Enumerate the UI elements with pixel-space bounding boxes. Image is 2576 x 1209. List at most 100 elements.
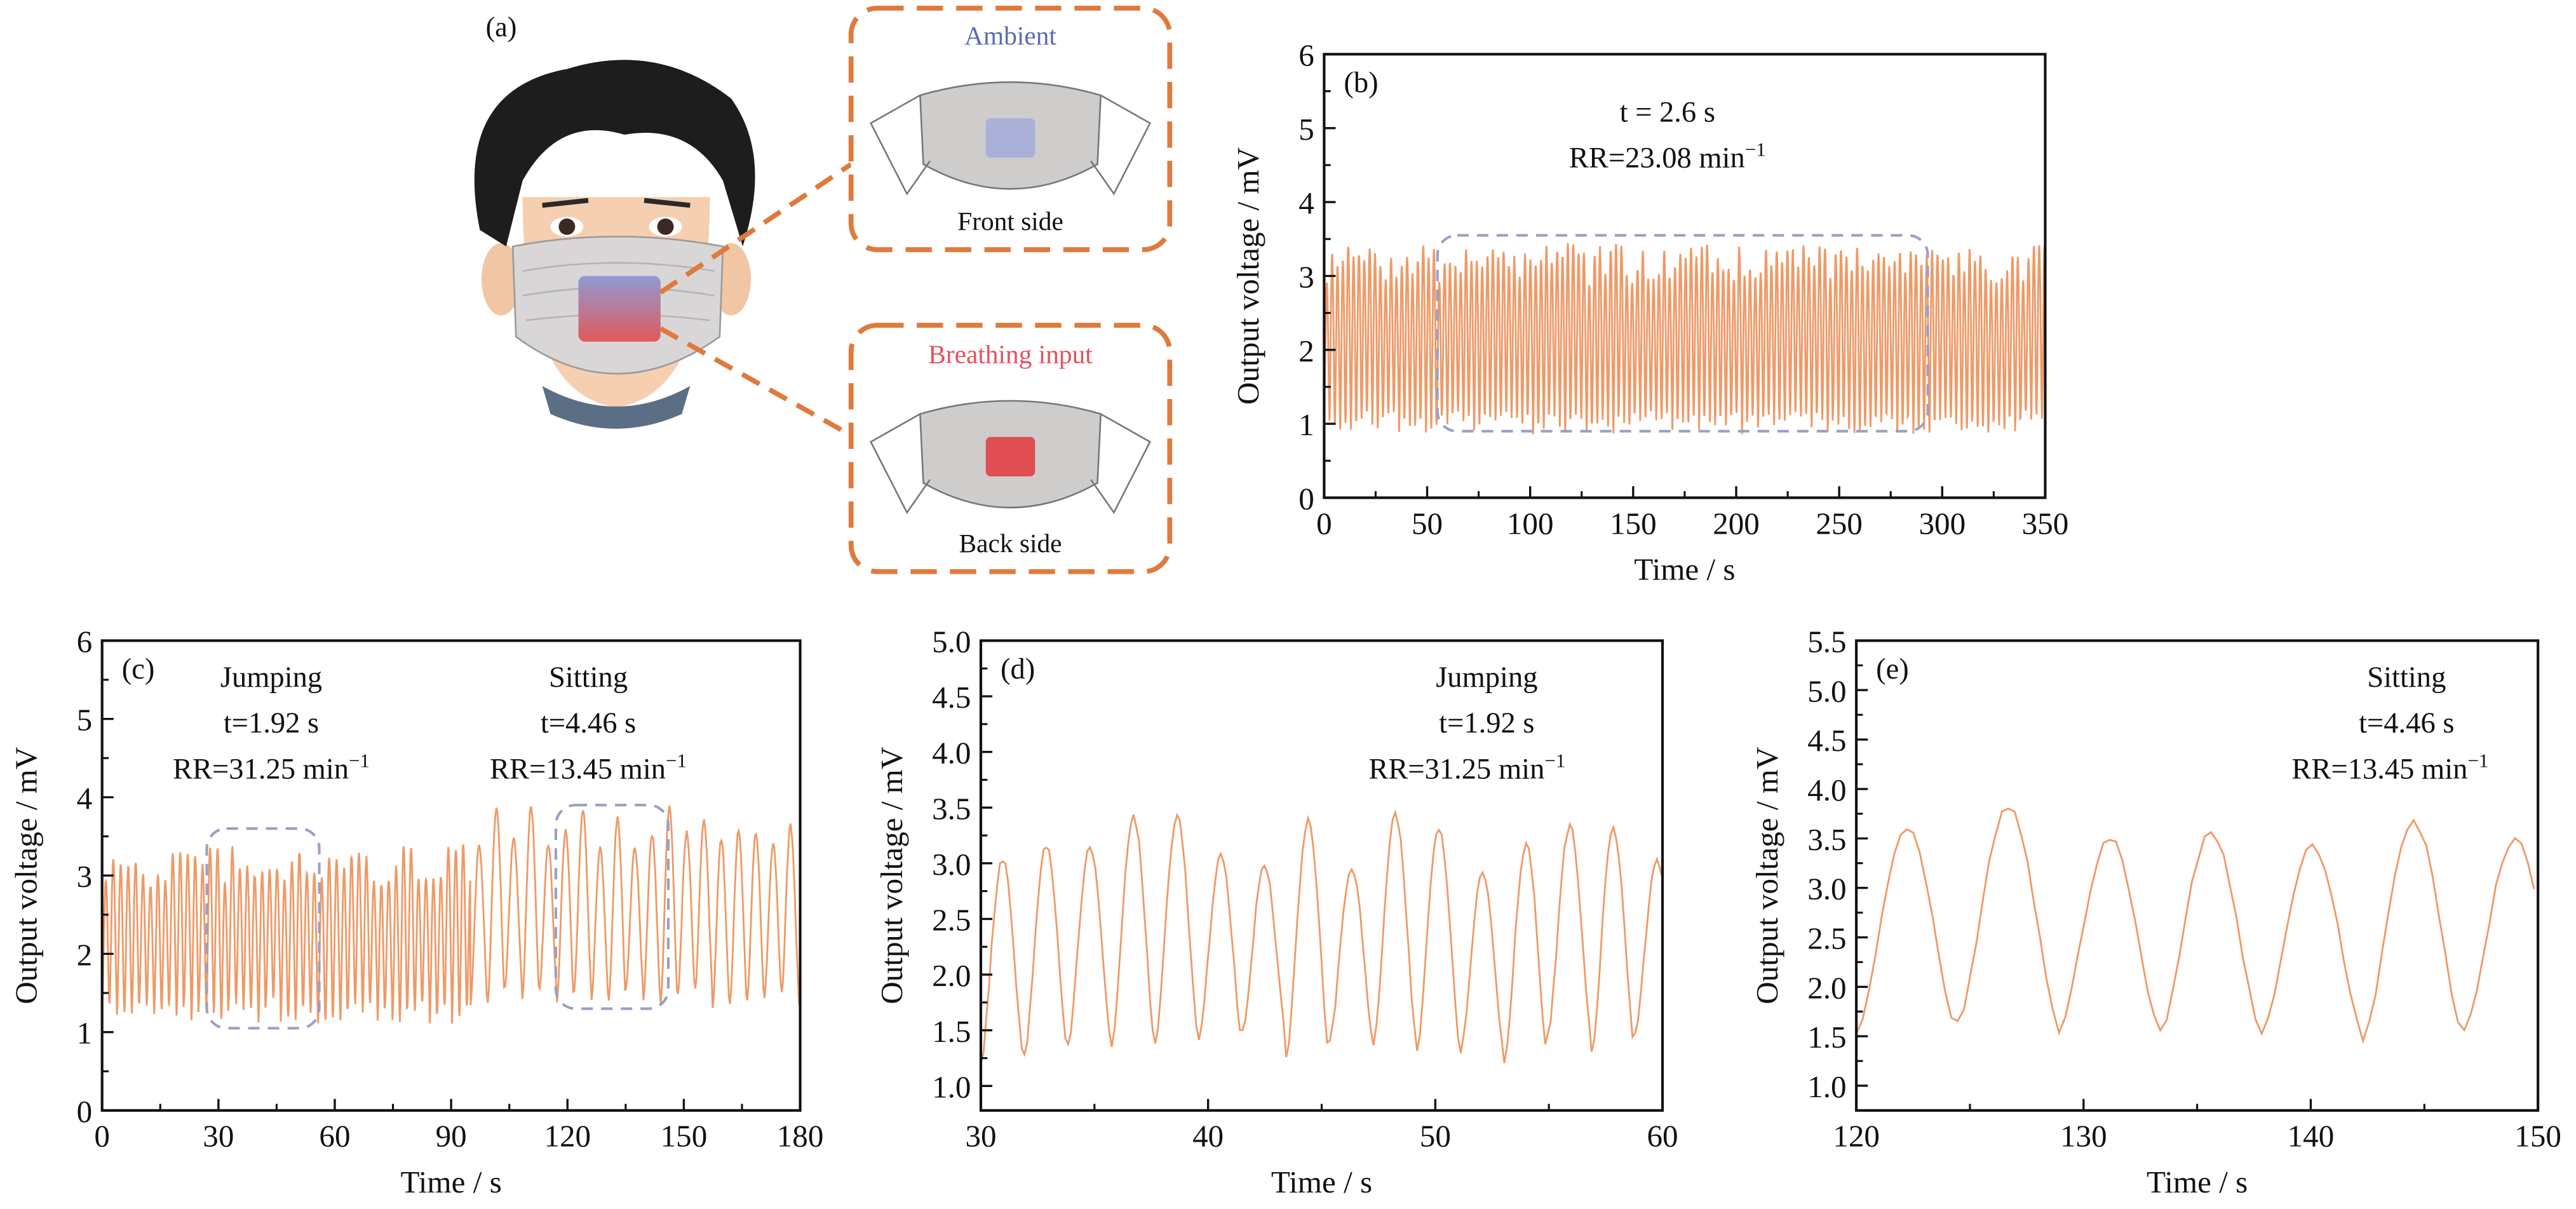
axes-frame-d <box>979 639 1664 1112</box>
rr-unit-exponent: −1 <box>2467 749 2488 771</box>
breathing-input-label: Breathing input <box>928 339 1093 368</box>
x-tick-label: 60 <box>1647 1119 1678 1154</box>
rr-unit-exponent: −1 <box>1544 749 1565 771</box>
y-tick-label: 4.5 <box>1807 723 1846 758</box>
rr-value: RR=31.25 min <box>173 753 349 786</box>
x-tick-label: 120 <box>544 1119 591 1154</box>
sensor-patch <box>578 276 661 342</box>
x-tick-label: 300 <box>1919 506 1966 541</box>
y-tick-label: 2 <box>77 937 93 972</box>
front-patch <box>985 118 1035 158</box>
highlight-box-b-0 <box>1436 234 1929 433</box>
period-annotation: t=1.92 s <box>224 707 319 740</box>
back-side-caption: Back side <box>959 529 1062 558</box>
y-tick-label: 5.0 <box>1807 673 1846 708</box>
panel-a-label: (a) <box>486 11 517 43</box>
x-tick-label: 60 <box>319 1119 350 1154</box>
panel-label: (c) <box>122 653 155 686</box>
y-tick-label: 1.5 <box>1807 1020 1846 1055</box>
y-tick-label: 4.0 <box>1807 773 1846 807</box>
chart-e: 120 130 140 150 1.0 1.5 2.0 2.5 3.0 3.5 4.0 4.5 5.0 5… <box>1750 624 2561 1199</box>
y-axis-label: Output voltage / mV <box>874 747 909 1004</box>
rr-value: RR=13.45 min <box>490 753 666 786</box>
panel-label: (b) <box>1344 67 1378 99</box>
rr-annotation: RR=13.45 min−1 <box>490 749 687 785</box>
x-tick-label: 140 <box>2288 1119 2335 1154</box>
y-tick-label: 5 <box>1298 112 1314 147</box>
series-line-b-0 <box>1324 243 2046 435</box>
y-tick-label: 4.0 <box>932 736 971 771</box>
x-tick-label: 0 <box>94 1119 110 1154</box>
y-tick-label: 3 <box>77 859 93 894</box>
chart-d: 30 40 50 60 1.0 1.5 2.0 2.5 3.0 3.5 4.0 4.5 5.0 Time … <box>874 624 1678 1199</box>
period-annotation: t=4.46 s <box>541 707 636 740</box>
y-tick-label: 3.5 <box>1807 822 1846 857</box>
y-tick-label: 1.5 <box>932 1014 971 1049</box>
x-tick-label: 200 <box>1713 506 1760 541</box>
series-line-d-0 <box>980 809 1663 1064</box>
x-tick-label: 30 <box>965 1119 996 1154</box>
y-axis-label: Output voltage / mV <box>1750 747 1784 1004</box>
front-side-caption: Front side <box>957 206 1063 236</box>
y-tick-label: 1 <box>1298 407 1314 442</box>
x-tick-label: 40 <box>1192 1119 1224 1154</box>
rr-unit-exponent: −1 <box>349 749 370 771</box>
rr-value: RR=23.08 min <box>1569 142 1745 175</box>
activity-label: Sitting <box>2367 661 2446 694</box>
y-tick-label: 6 <box>77 624 93 659</box>
rr-unit-exponent: −1 <box>666 749 687 771</box>
y-tick-label: 2.5 <box>1807 921 1846 956</box>
highlight-box-c-0 <box>205 827 321 1030</box>
rr-annotation: RR=23.08 min−1 <box>1569 138 1766 175</box>
chart-c: 0 30 60 90 120 150 180 0 1 2 3 4 5 6 Time / s Output vo… <box>8 624 823 1199</box>
activity-label: Jumping <box>1436 661 1537 694</box>
rr-value: RR=13.45 min <box>2291 753 2467 786</box>
chart-b: 0 50 100 150 200 250 300 350 0 1 2 3 4 5 6 Time / s Outp… <box>1231 37 2068 586</box>
y-tick-label: 2.0 <box>932 958 971 993</box>
panel-label: (e) <box>1876 653 1909 686</box>
x-tick-label: 0 <box>1316 506 1332 541</box>
rr-unit-exponent: −1 <box>1745 138 1766 161</box>
y-tick-label: 5.0 <box>932 624 971 659</box>
activity-label: Jumping <box>220 661 322 694</box>
y-tick-label: 4 <box>77 781 93 816</box>
y-tick-label: 3 <box>1298 259 1314 294</box>
y-tick-label: 0 <box>1298 482 1314 517</box>
rr-annotation: RR=13.45 min−1 <box>2291 749 2488 785</box>
x-axis-label: Time / s <box>1271 1165 1372 1199</box>
x-tick-label: 50 <box>1412 506 1443 541</box>
y-tick-label: 2.0 <box>1807 970 1846 1005</box>
x-tick-label: 250 <box>1816 506 1863 541</box>
callout-connectors <box>659 162 853 438</box>
x-axis-label: Time / s <box>401 1165 502 1199</box>
y-tick-label: 1.0 <box>1807 1069 1846 1104</box>
x-tick-label: 350 <box>2022 506 2069 541</box>
y-tick-label: 0 <box>77 1094 93 1129</box>
y-tick-label: 3.0 <box>932 847 971 882</box>
x-tick-label: 180 <box>777 1119 824 1154</box>
rr-value: RR=31.25 min <box>1368 753 1544 786</box>
back-patch <box>985 436 1035 476</box>
rr-annotation: RR=31.25 min−1 <box>173 749 370 785</box>
series-line-c-0 <box>102 805 800 1024</box>
y-tick-label: 2 <box>1298 334 1314 368</box>
y-tick-label: 1 <box>77 1016 93 1051</box>
y-axis-label: Output voltage / mV <box>8 747 43 1004</box>
callout-back-side: Breathing input Back side <box>848 323 1173 574</box>
y-tick-label: 5.5 <box>1807 624 1846 659</box>
period-annotation: t = 2.6 s <box>1620 96 1715 128</box>
y-tick-label: 5 <box>77 703 93 738</box>
y-tick-label: 2.5 <box>932 903 971 938</box>
activity-label: Sitting <box>549 661 628 694</box>
panel-a: (a) Ambient Front side <box>474 6 1173 574</box>
y-tick-label: 3.5 <box>932 791 971 826</box>
series-line-e-0 <box>1856 807 2535 1044</box>
x-tick-label: 100 <box>1507 506 1554 541</box>
period-annotation: t=4.46 s <box>2359 707 2454 740</box>
highlight-box-c-1 <box>554 804 670 1010</box>
y-tick-label: 6 <box>1298 37 1314 72</box>
x-tick-label: 130 <box>2060 1119 2107 1154</box>
x-tick-label: 90 <box>436 1119 467 1154</box>
